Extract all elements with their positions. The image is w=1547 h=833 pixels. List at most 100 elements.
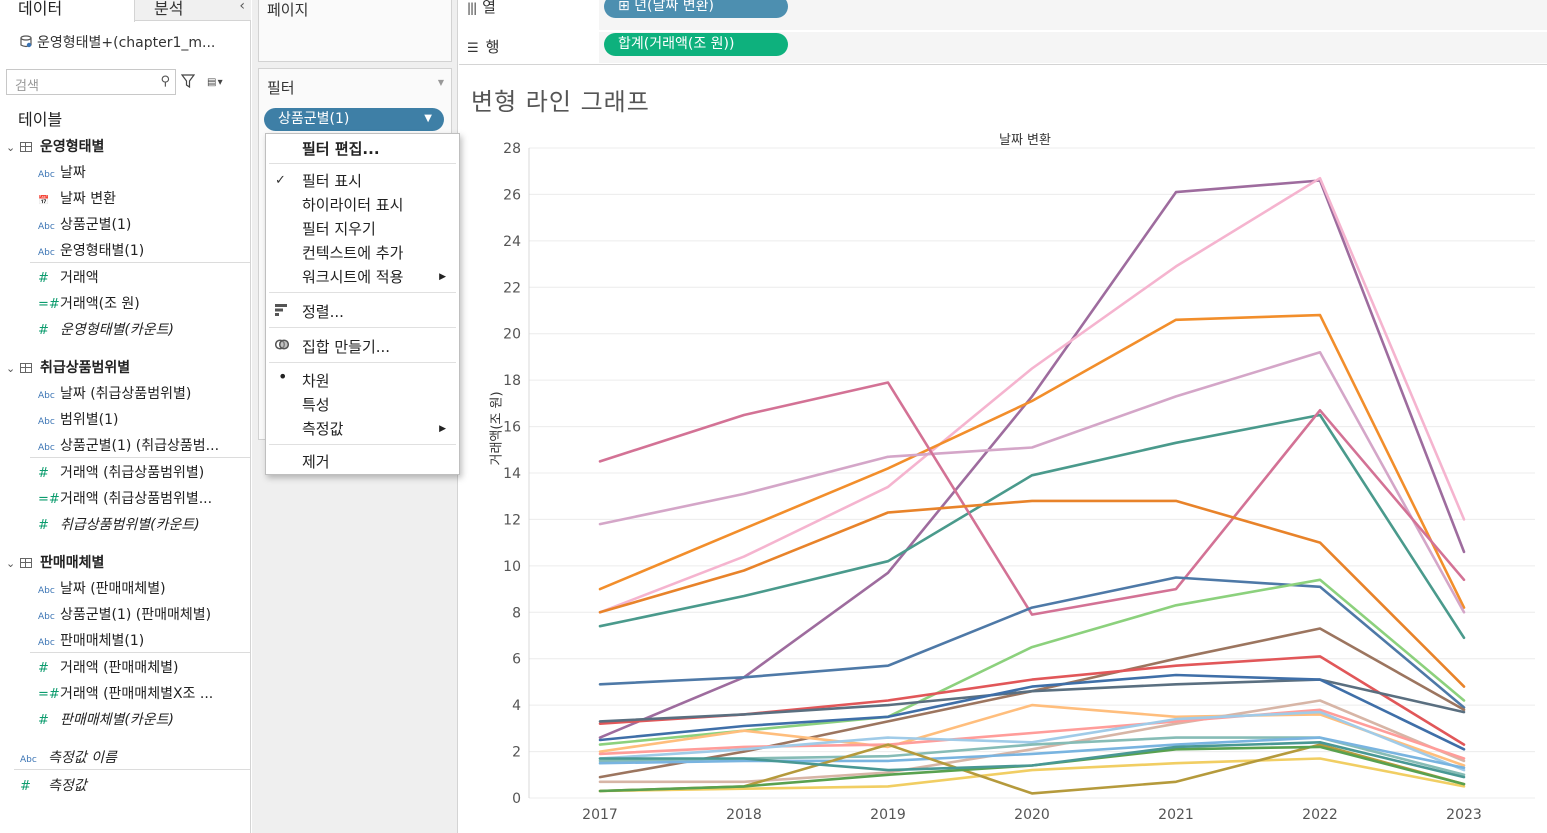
field-item[interactable]: # 거래액 — [38, 267, 99, 287]
checkmark-icon: ✓ — [275, 173, 286, 188]
y-tick-label: 22 — [503, 280, 521, 296]
field-item[interactable]: Abc 날짜 (취급상품범위별) — [38, 383, 191, 403]
pill-dropdown-icon[interactable]: ▼ — [424, 113, 432, 124]
field-label: 측정값 이름 — [48, 750, 117, 766]
field-item[interactable]: =#거래액(조 원) — [38, 293, 140, 313]
field-item[interactable]: =#거래액 (취급상품범위별... — [38, 488, 212, 508]
field-item[interactable]: Abc 상품군별(1) (판매매체별) — [38, 604, 211, 624]
chevron-down-icon[interactable]: ⌄ — [6, 362, 16, 375]
field-item[interactable]: Abc 판매매체별(1) — [38, 630, 144, 650]
field-item[interactable]: Abc 상품군별(1) (취급상품범... — [38, 435, 219, 455]
field-item[interactable]: 📅 날짜 변환 — [38, 188, 116, 208]
chevron-down-icon[interactable]: ⌄ — [6, 141, 16, 154]
y-tick-label: 26 — [503, 187, 521, 203]
view-options-icon[interactable]: ▤ ▾ — [207, 77, 223, 88]
tab-data[interactable]: 데이터 — [0, 0, 135, 22]
field-item[interactable]: # 거래액 (판매매체별) — [38, 657, 178, 677]
field-label: 운영형태별(1) — [60, 243, 145, 259]
field-item[interactable]: # 거래액 (취급상품범위별) — [38, 462, 204, 482]
menu-item-add-to-context[interactable]: 컨텍스트에 추가 — [302, 244, 404, 262]
collapse-pane-icon[interactable]: ‹ — [239, 0, 245, 14]
menu-item-remove[interactable]: 제거 — [302, 453, 330, 471]
menu-item-apply-to-worksheets[interactable]: 워크시트에 적용 — [302, 268, 404, 286]
tab-analytics[interactable]: 분석 — [154, 0, 184, 18]
x-tick-label: 2019 — [870, 807, 906, 823]
y-tick-label: 20 — [503, 327, 521, 343]
menu-item-attribute[interactable]: 특성 — [302, 396, 330, 414]
submenu-arrow-icon: ▶ — [439, 424, 446, 434]
menu-item-show-filter[interactable]: 필터 표시 — [302, 172, 362, 190]
table-group-name: 운영형태별 — [40, 139, 105, 155]
series-line[interactable] — [598, 179, 1466, 739]
field-item[interactable]: Abc 상품군별(1) — [38, 214, 131, 234]
selected-bullet-icon: • — [278, 367, 288, 386]
menu-item-clear-filter[interactable]: 필터 지우기 — [302, 220, 376, 238]
series-line[interactable] — [598, 313, 1466, 609]
field-item[interactable]: Abc 운영형태별(1) — [38, 240, 144, 260]
table-group-header[interactable]: ⌄ 판매매체별 — [6, 552, 104, 572]
series-line[interactable] — [598, 350, 1466, 614]
series-line[interactable] — [598, 499, 1466, 688]
field-item[interactable]: Abc 날짜 — [38, 162, 86, 182]
x-tick-label: 2020 — [1014, 807, 1050, 823]
field-label: 운영형태별(카운트) — [60, 322, 174, 338]
field-item[interactable]: # 측정값 — [20, 775, 87, 795]
menu-separator — [269, 163, 456, 164]
field-label: 취급상품범위별(카운트) — [60, 517, 200, 533]
series-line[interactable] — [598, 708, 1466, 760]
datasource-item[interactable]: 운영형태별+(chapter1_m... — [20, 32, 215, 52]
series-line[interactable] — [598, 381, 1466, 616]
field-item[interactable]: Abc 범위별(1) — [38, 409, 118, 429]
series-line[interactable] — [598, 703, 1466, 767]
filter-pill[interactable]: 상품군별(1) ▼ — [264, 108, 444, 131]
menu-item-dimension[interactable]: 차원 — [302, 372, 330, 390]
field-item[interactable]: =#거래액 (판매매체별X조 ... — [38, 683, 213, 703]
columns-pill[interactable]: ⊞ 년(날짜 변환) — [604, 0, 788, 18]
worksheet-view[interactable]: 변형 라인 그래프 날짜 변환 거래액(조 원) 0 2 4 6 8 10 12 14 16 18… — [459, 66, 1547, 833]
series-line[interactable] — [598, 710, 1466, 772]
series-line[interactable] — [598, 699, 1466, 784]
field-label: 날짜 변환 — [60, 191, 116, 207]
menu-item-measure[interactable]: 측정값 — [302, 420, 344, 438]
sort-icon — [275, 304, 287, 316]
x-tick-label: 2023 — [1446, 807, 1482, 823]
search-icon[interactable]: ⚲ — [160, 74, 170, 89]
table-group-header[interactable]: ⌄ 운영형태별 — [6, 136, 104, 156]
menu-item-edit-filter[interactable]: 필터 편집... — [302, 140, 380, 158]
series-line[interactable] — [598, 413, 1466, 640]
menu-item-sort[interactable]: 정렬... — [302, 303, 344, 321]
card-menu-caret-icon[interactable]: ▼ — [437, 78, 444, 87]
series-line[interactable] — [598, 673, 1466, 751]
series-line[interactable] — [598, 736, 1466, 770]
columns-shelf-label: ||| 열 — [467, 0, 496, 16]
rows-pill[interactable]: 합계(거래액(조 원)) — [604, 33, 788, 56]
x-tick-label: 2017 — [582, 807, 618, 823]
x-tick-label: 2021 — [1158, 807, 1194, 823]
string-type-icon: Abc — [38, 638, 55, 648]
menu-item-create-set[interactable]: 집합 만들기... — [302, 338, 391, 356]
field-item[interactable]: # 판매매체별(카운트) — [38, 709, 174, 729]
field-item[interactable]: # 취급상품범위별(카운트) — [38, 514, 200, 534]
field-item[interactable]: Abc 측정값 이름 — [20, 747, 117, 767]
field-item[interactable]: # 운영형태별(카운트) — [38, 319, 174, 339]
number-type-icon: # — [20, 779, 31, 794]
series-line[interactable] — [598, 176, 1466, 614]
series-line[interactable] — [598, 576, 1466, 709]
field-label: 상품군별(1) — [60, 217, 132, 233]
series-line[interactable] — [598, 757, 1466, 793]
pages-card[interactable]: 페이지 — [258, 0, 452, 62]
menu-separator — [269, 292, 456, 293]
menu-item-show-highlighter[interactable]: 하이라이터 표시 — [302, 196, 404, 214]
filter-icon[interactable] — [181, 74, 195, 88]
number-type-icon: # — [38, 518, 49, 533]
calculated-number-icon: =# — [38, 297, 60, 312]
series-line[interactable] — [598, 740, 1466, 779]
rows-shelf[interactable]: ☰ 행 합계(거래액(조 원)) — [459, 32, 1547, 65]
search-input[interactable]: 검색 ⚲ — [6, 69, 176, 95]
table-group-header[interactable]: ⌄ 취급상품범위별 — [6, 357, 130, 377]
columns-shelf[interactable]: ||| 열 ⊞ 년(날짜 변환) — [459, 0, 1547, 32]
field-label: 거래액 — [60, 270, 99, 286]
chevron-down-icon[interactable]: ⌄ — [6, 557, 16, 570]
field-item[interactable]: Abc 날짜 (판매매체별) — [38, 578, 166, 598]
